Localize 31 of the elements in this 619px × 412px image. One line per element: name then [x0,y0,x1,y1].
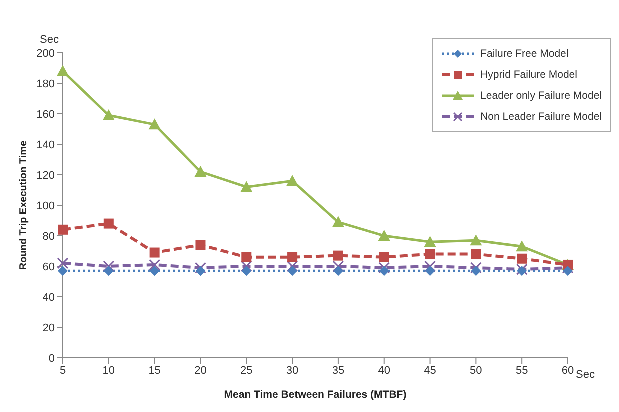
x-tick-label: 40 [378,364,390,377]
y-tick-label: 180 [36,78,55,90]
y-tick-label: 20 [42,322,55,334]
x-axis-title: Mean Time Between Failures (MTBF) [224,389,407,401]
text: Sec [576,369,595,381]
x-tick-label: 5 [60,364,66,377]
legend-label: Hyprid Failure Model [480,68,578,80]
legend-label: Failure Free Model [480,48,569,60]
x-tick-label: 55 [516,364,528,377]
x-tick-label: 30 [286,364,299,377]
y-tick-label: 160 [36,108,55,121]
text: Sec [40,34,59,46]
y-tick-label: 100 [36,200,55,212]
x-tick-label: 35 [332,364,345,377]
x-tick-label: 45 [424,364,436,377]
y-axis-title: Round Trip Execution Time [18,140,30,270]
y-tick-label: 120 [36,170,55,182]
y-tick-label: 0 [48,352,55,365]
legend-label: Leader only Failure Model [480,90,602,102]
x-tick-label: 15 [148,364,161,377]
y-tick-label: 200 [36,48,55,60]
x-tick-label: 10 [102,364,116,377]
x-tick-label: 25 [240,364,253,377]
x-tick-label: 50 [470,364,482,377]
y-tick-label: 60 [42,261,55,274]
x-tick-label: 20 [194,364,207,377]
x-tick-label: 60 [562,364,574,377]
y-tick-label: 40 [42,292,55,304]
y-tick-label: 140 [36,139,55,152]
y-tick-label: 80 [42,230,55,243]
legend-label: Non Leader Failure Model [480,110,602,122]
